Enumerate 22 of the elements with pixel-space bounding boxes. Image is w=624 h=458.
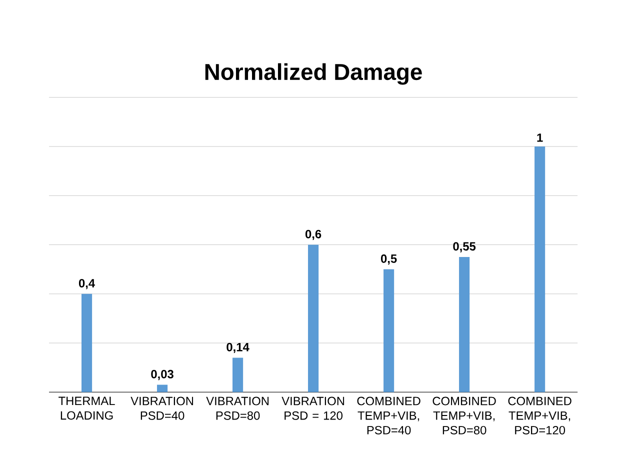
data-label: 0,6 [305, 230, 322, 240]
x-tick-label: VIBRATION PSD=40 [130, 396, 194, 420]
x-tick-label: COMBINED TEMP+VIB, PSD=40 [357, 396, 420, 434]
data-label: 0,5 [380, 254, 397, 265]
bar [82, 294, 92, 392]
x-tick-label: VIBRATION PSD=80 [206, 396, 269, 420]
data-label: 0,14 [226, 342, 250, 353]
data-label: 1 [537, 134, 543, 142]
chart-title: Normalized Damage [205, 63, 422, 85]
bar [232, 358, 244, 392]
data-label: 0,55 [453, 242, 476, 252]
x-tick-label: COMBINED TEMP+VIB, PSD=80 [432, 396, 496, 434]
data-label: 0,03 [151, 370, 174, 380]
bar [459, 256, 470, 392]
x-tick-label: COMBINED TEMP+VIB, PSD=120 [508, 396, 572, 434]
bar [384, 269, 394, 392]
bar [534, 146, 546, 392]
data-label: 0,4 [78, 278, 95, 290]
x-tick-label: VIBRATION PSD = 120 [282, 396, 344, 420]
bar [157, 384, 168, 392]
bar [308, 244, 319, 392]
x-tick-label: THERMAL LOADING [58, 396, 115, 420]
